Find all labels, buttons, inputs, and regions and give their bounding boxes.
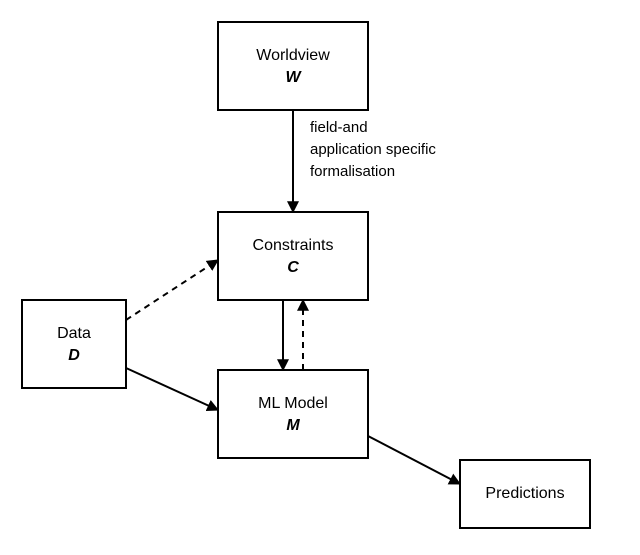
node-worldview-symbol: W xyxy=(285,69,302,86)
node-data-title: Data xyxy=(57,325,91,342)
edge-data-to-mlmodel xyxy=(126,368,218,410)
node-worldview-box xyxy=(218,22,368,110)
node-worldview-title: Worldview xyxy=(256,47,330,64)
node-worldview: Worldview W xyxy=(218,22,368,110)
node-mlmodel: ML Model M xyxy=(218,370,368,458)
edge-worldview-to-constraints-label-line-1: application specific xyxy=(310,141,436,158)
edge-data-to-constraints xyxy=(126,260,218,320)
node-mlmodel-symbol: M xyxy=(286,417,300,434)
node-data-box xyxy=(22,300,126,388)
edge-worldview-to-constraints-label-line-0: field-and xyxy=(310,119,368,136)
node-constraints-title: Constraints xyxy=(253,237,334,254)
node-constraints: Constraints C xyxy=(218,212,368,300)
node-mlmodel-title: ML Model xyxy=(258,395,328,412)
node-predictions-title: Predictions xyxy=(485,485,564,502)
node-data-symbol: D xyxy=(68,347,80,364)
edge-worldview-to-constraints-label-line-2: formalisation xyxy=(310,163,395,180)
node-constraints-box xyxy=(218,212,368,300)
node-mlmodel-box xyxy=(218,370,368,458)
node-constraints-symbol: C xyxy=(287,259,299,276)
edge-mlmodel-to-predictions xyxy=(368,436,460,484)
node-predictions: Predictions xyxy=(460,460,590,528)
node-data: Data D xyxy=(22,300,126,388)
